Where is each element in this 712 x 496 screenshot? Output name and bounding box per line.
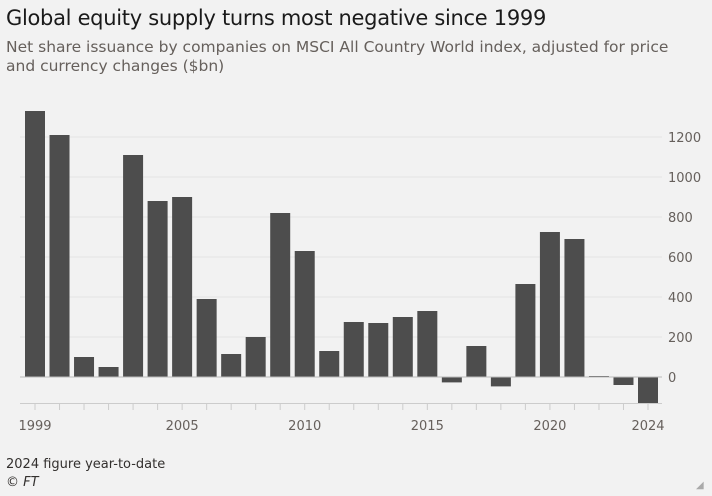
- y-tick-label: 0: [668, 371, 676, 386]
- bar-2007: [221, 354, 242, 377]
- x-tick-label: 1999: [18, 419, 51, 434]
- y-tick-label: 800: [668, 211, 693, 226]
- x-tick-label: 2010: [288, 419, 321, 434]
- footnote: 2024 figure year-to-date: [6, 457, 166, 472]
- y-tick-label: 600: [668, 251, 693, 266]
- bar-2016: [441, 377, 462, 383]
- bar-2005: [172, 197, 193, 377]
- bar-2013: [368, 323, 389, 377]
- bar-2009: [270, 213, 291, 377]
- y-tick-label: 1200: [668, 131, 701, 146]
- x-tick-label: 2005: [166, 419, 199, 434]
- bar-2014: [392, 317, 413, 377]
- bar-2010: [294, 251, 315, 377]
- y-tick-label: 1000: [668, 171, 701, 186]
- bar-2011: [319, 351, 340, 377]
- x-tick-label: 2020: [533, 419, 566, 434]
- bar-2008: [245, 337, 266, 377]
- bar-2006: [196, 299, 217, 377]
- bar-2023: [613, 377, 634, 385]
- bar-1999: [25, 111, 45, 377]
- bar-2021: [564, 239, 585, 377]
- bar-2001: [74, 357, 95, 377]
- bar-2003: [123, 155, 144, 377]
- y-tick-label: 400: [668, 291, 693, 306]
- bar-2024: [638, 377, 658, 403]
- resize-handle-icon: ◢: [696, 480, 704, 491]
- bar-2002: [98, 367, 119, 377]
- bar-2004: [147, 201, 168, 377]
- chart-subtitle: Net share issuance by companies on MSCI …: [6, 38, 669, 75]
- bar-2020: [539, 232, 560, 377]
- bar-2000: [49, 135, 70, 377]
- bar-2018: [490, 377, 511, 387]
- bar-2012: [343, 322, 364, 377]
- bar-2019: [515, 284, 536, 377]
- source-credit: © FT: [6, 475, 39, 490]
- bar-2017: [466, 346, 487, 377]
- chart-title: Global equity supply turns most negative…: [6, 6, 547, 30]
- x-tick-label: 2015: [411, 419, 444, 434]
- bar-2015: [417, 311, 438, 377]
- x-tick-label: 2024: [631, 419, 664, 434]
- y-tick-label: 200: [668, 331, 693, 346]
